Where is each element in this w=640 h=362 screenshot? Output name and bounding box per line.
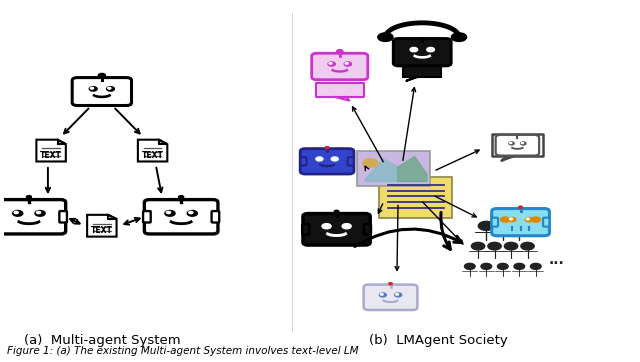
Circle shape — [509, 142, 512, 144]
Circle shape — [108, 87, 111, 89]
Circle shape — [36, 211, 40, 214]
Circle shape — [380, 293, 387, 297]
Circle shape — [166, 211, 170, 214]
Circle shape — [500, 217, 510, 222]
Circle shape — [26, 195, 31, 198]
Circle shape — [481, 264, 492, 269]
Circle shape — [188, 210, 197, 216]
FancyBboxPatch shape — [312, 53, 368, 80]
FancyBboxPatch shape — [212, 211, 220, 223]
Circle shape — [363, 159, 378, 167]
Circle shape — [332, 157, 338, 161]
Circle shape — [518, 206, 522, 209]
Circle shape — [14, 211, 18, 214]
Text: (b)  LMAgent Society: (b) LMAgent Society — [369, 334, 508, 347]
Circle shape — [342, 224, 351, 229]
Circle shape — [518, 206, 522, 209]
Circle shape — [89, 87, 97, 91]
Circle shape — [511, 222, 527, 230]
FancyBboxPatch shape — [492, 218, 498, 227]
Circle shape — [189, 211, 193, 214]
Text: TEXT: TEXT — [141, 151, 164, 160]
Circle shape — [427, 47, 435, 52]
Circle shape — [522, 142, 524, 144]
Text: TEXT: TEXT — [40, 151, 62, 160]
Circle shape — [328, 62, 335, 66]
FancyBboxPatch shape — [364, 224, 371, 235]
Polygon shape — [58, 140, 66, 144]
Circle shape — [478, 222, 494, 230]
FancyBboxPatch shape — [302, 224, 309, 235]
Circle shape — [380, 294, 383, 295]
Polygon shape — [403, 67, 441, 77]
FancyBboxPatch shape — [303, 214, 370, 245]
Circle shape — [90, 87, 93, 89]
FancyBboxPatch shape — [145, 199, 218, 234]
Circle shape — [521, 243, 534, 250]
Polygon shape — [108, 215, 116, 219]
FancyBboxPatch shape — [348, 157, 354, 165]
Circle shape — [329, 63, 332, 64]
Circle shape — [531, 264, 541, 269]
FancyBboxPatch shape — [0, 199, 66, 234]
Text: TEXT: TEXT — [91, 226, 113, 235]
Polygon shape — [36, 140, 66, 161]
Circle shape — [516, 134, 518, 136]
Circle shape — [395, 293, 402, 297]
Circle shape — [451, 33, 467, 41]
FancyBboxPatch shape — [143, 211, 150, 223]
Circle shape — [520, 142, 526, 145]
Circle shape — [35, 210, 45, 216]
Text: ...: ... — [549, 253, 564, 267]
FancyBboxPatch shape — [364, 285, 417, 310]
Circle shape — [526, 218, 529, 220]
Circle shape — [396, 294, 399, 295]
Circle shape — [13, 210, 23, 216]
Circle shape — [388, 283, 392, 285]
Circle shape — [410, 47, 418, 52]
Polygon shape — [159, 140, 167, 144]
Polygon shape — [138, 140, 167, 161]
Circle shape — [504, 243, 518, 250]
Circle shape — [514, 264, 525, 269]
FancyBboxPatch shape — [543, 218, 549, 227]
Circle shape — [334, 210, 339, 213]
Circle shape — [472, 243, 484, 250]
FancyBboxPatch shape — [495, 135, 539, 156]
Circle shape — [508, 218, 516, 222]
Circle shape — [316, 157, 323, 161]
FancyBboxPatch shape — [301, 157, 307, 165]
Text: Figure 1: (a) The existing Multi-agent System involves text-level LM: Figure 1: (a) The existing Multi-agent S… — [6, 346, 358, 355]
Circle shape — [345, 63, 348, 64]
Circle shape — [165, 210, 175, 216]
FancyBboxPatch shape — [60, 211, 67, 223]
FancyBboxPatch shape — [300, 149, 354, 174]
Circle shape — [107, 87, 115, 91]
Circle shape — [378, 33, 393, 41]
Circle shape — [325, 147, 329, 149]
Polygon shape — [492, 134, 543, 156]
Text: (a)  Multi-agent System: (a) Multi-agent System — [24, 334, 180, 347]
Circle shape — [465, 264, 475, 269]
Circle shape — [344, 62, 351, 66]
Circle shape — [525, 218, 532, 222]
Circle shape — [488, 243, 501, 250]
Circle shape — [509, 218, 513, 220]
Polygon shape — [316, 83, 364, 97]
Circle shape — [179, 195, 184, 198]
Circle shape — [509, 142, 514, 145]
FancyBboxPatch shape — [357, 151, 430, 186]
FancyBboxPatch shape — [492, 209, 549, 236]
FancyBboxPatch shape — [72, 77, 131, 105]
FancyBboxPatch shape — [394, 39, 451, 66]
Circle shape — [495, 222, 511, 230]
Circle shape — [497, 264, 508, 269]
Circle shape — [388, 283, 392, 285]
Circle shape — [531, 217, 540, 222]
FancyBboxPatch shape — [380, 177, 452, 218]
Circle shape — [322, 224, 331, 229]
Circle shape — [325, 147, 329, 149]
Polygon shape — [87, 215, 116, 237]
